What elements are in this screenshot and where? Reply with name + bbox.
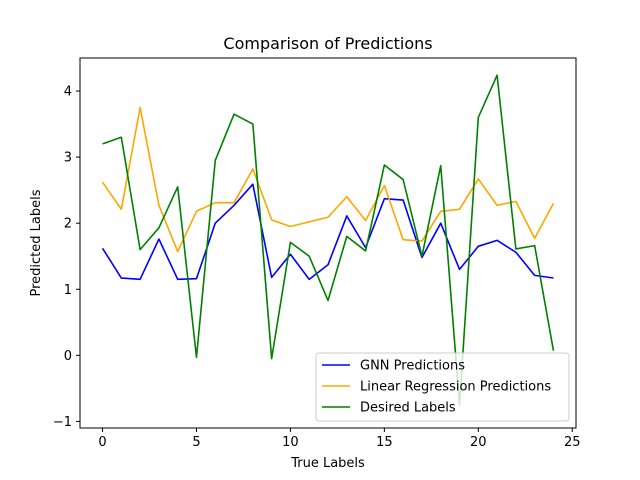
x-tick-label: 15 [376, 435, 393, 450]
plot-frame [79, 57, 577, 429]
x-tick-label: 5 [192, 435, 200, 450]
ticks-layer: 0 5 10 15 20 25 −1 0 1 2 3 4 [53, 85, 581, 450]
y-tick-label: 2 [64, 217, 72, 232]
legend-box [315, 352, 570, 422]
legend-label-1: GNN Predictions [360, 359, 465, 374]
y-tick-label: 4 [64, 85, 72, 100]
chart-title: Comparison of Predictions [223, 34, 432, 53]
legend-label-2: Linear Regression Predictions [360, 380, 551, 395]
legend: GNN Predictions Linear Regression Predict… [315, 352, 570, 422]
x-tick-label: 0 [98, 435, 106, 450]
series-line-2 [101, 106, 555, 253]
y-axis-label: Predicted Labels [29, 189, 44, 296]
y-tick-label: 3 [64, 151, 72, 166]
series-layer [101, 74, 555, 406]
y-tick-label: 0 [64, 349, 72, 364]
x-tick-label: 25 [564, 435, 581, 450]
y-tick-label: 1 [64, 283, 72, 298]
y-tick-label: −1 [53, 415, 72, 430]
x-tick-label: 10 [282, 435, 299, 450]
x-axis-label: True Labels [290, 456, 365, 471]
legend-label-3: Desired Labels [360, 401, 456, 416]
x-tick-label: 20 [470, 435, 487, 450]
series-line-3 [102, 74, 555, 406]
series-line-1 [101, 183, 554, 281]
